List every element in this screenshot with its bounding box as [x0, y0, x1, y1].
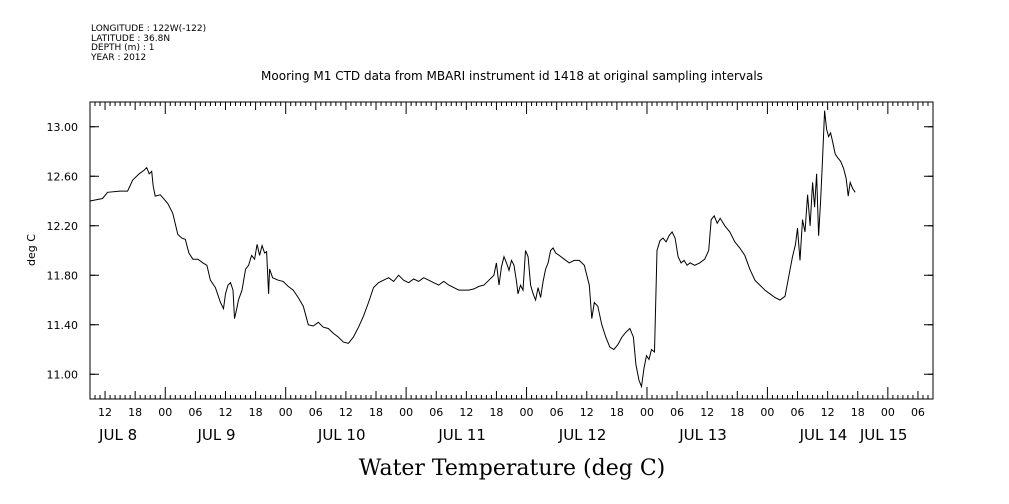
y-tick-label: 12.20 [47, 220, 79, 233]
x-tick-label: 06 [911, 406, 925, 419]
x-tick-label: 00 [760, 406, 774, 419]
x-tick-label: 00 [399, 406, 413, 419]
x-day-label: JUL 9 [196, 426, 235, 444]
x-tick-label: 06 [309, 406, 323, 419]
x-tick-label: 00 [881, 406, 895, 419]
x-tick-label: 18 [249, 406, 263, 419]
x-tick-label: 12 [821, 406, 835, 419]
x-day-labels: JUL 8 JUL 9 JUL 10 JUL 11 JUL 12 JUL 13 JUL 14… [98, 426, 907, 444]
x-tick-label: 00 [520, 406, 534, 419]
x-tick-label: 12 [218, 406, 232, 419]
x-tick-label: 18 [730, 406, 744, 419]
y-tick-label: 11.40 [47, 319, 79, 332]
y-tick-label: 12.60 [47, 170, 79, 183]
x-axis: 12 18 00 06 12 18 00 06 12 18 00 06 12 18 00 06 12 18 00 06… [98, 102, 925, 419]
x-day-label: JUL 14 [799, 426, 848, 444]
x-tick-label: 06 [670, 406, 684, 419]
y-tick-label: 13.00 [47, 121, 79, 134]
y-tick-label: 11.80 [47, 269, 79, 282]
y-tick-label: 11.00 [47, 368, 79, 381]
x-tick-label: 18 [128, 406, 142, 419]
y-axis-label: deg C [25, 234, 38, 266]
x-tick-label: 12 [98, 406, 112, 419]
metadata-block: LONGITUDE : 122W(-122) LATITUDE : 36.8N … [90, 24, 206, 63]
metadata-longitude: LONGITUDE : 122W(-122) [91, 24, 206, 34]
x-day-label: JUL 15 [859, 426, 908, 444]
metadata-depth: DEPTH (m) : 1 [91, 43, 154, 53]
x-tick-label: 18 [851, 406, 865, 419]
plot-frame [89, 101, 934, 400]
x-tick-label: 18 [369, 406, 383, 419]
y-axis: 11.00 11.40 11.80 12.20 12.60 13.00 [47, 121, 933, 381]
metadata-latitude: LATITUDE : 36.8N [91, 34, 170, 44]
series-line-water-temperature [89, 110, 856, 389]
chart-title: Mooring M1 CTD data from MBARI instrumen… [261, 69, 763, 83]
x-tick-label: 18 [610, 406, 624, 419]
x-tick-label: 06 [791, 406, 805, 419]
x-tick-label: 12 [580, 406, 594, 419]
x-day-label: JUL 13 [678, 426, 727, 444]
x-tick-label: 12 [339, 406, 353, 419]
x-tick-label: 06 [550, 406, 564, 419]
x-tick-label: 06 [188, 406, 202, 419]
x-tick-label: 06 [429, 406, 443, 419]
metadata-year: YEAR : 2012 [90, 53, 146, 63]
x-day-label: JUL 8 [98, 426, 137, 444]
x-tick-label: 18 [489, 406, 503, 419]
x-tick-label: 00 [158, 406, 172, 419]
x-minor-ticks [89, 102, 934, 399]
x-tick-label: 00 [640, 406, 654, 419]
x-tick-label: 12 [700, 406, 714, 419]
x-tick-label: 00 [279, 406, 293, 419]
x-axis-label: Water Temperature (deg C) [359, 456, 666, 481]
x-day-label: JUL 12 [558, 426, 607, 444]
x-day-label: JUL 10 [317, 426, 366, 444]
x-tick-label: 12 [459, 406, 473, 419]
x-day-label: JUL 11 [437, 426, 486, 444]
